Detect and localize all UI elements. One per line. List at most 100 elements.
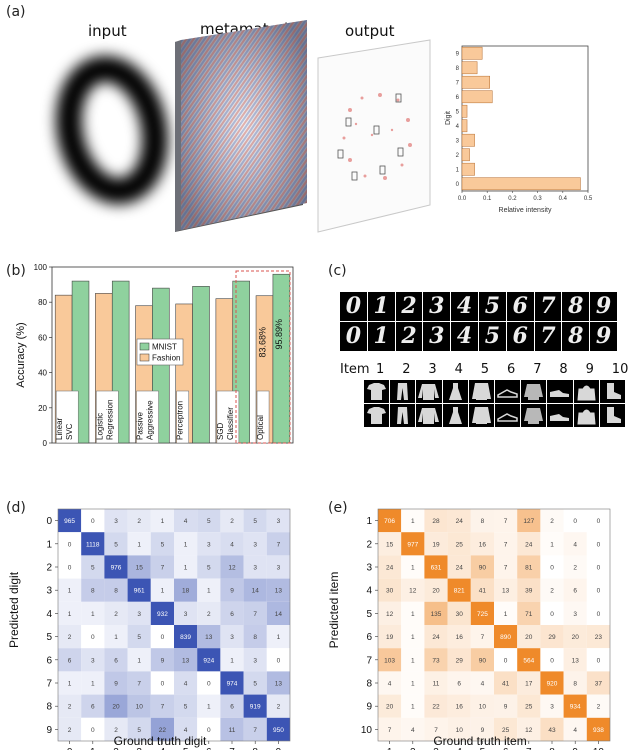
mnist-cm-cell-value: 3 [137, 611, 141, 618]
fashion-cm-cell [586, 717, 610, 741]
fashion-cm-cell [378, 671, 402, 695]
mnist-cm-cell [174, 578, 198, 602]
mnist-cm-cell [104, 648, 128, 672]
fashion-cm-cell-value: 890 [500, 634, 511, 641]
fashion-sample-pullover [416, 380, 442, 403]
mnist-cm-cell-value: 3 [207, 541, 211, 548]
fashion-cm-cell [447, 671, 471, 695]
accuracy-category-label: SGD [216, 422, 225, 440]
fashion-cm-cell-value: 28 [432, 518, 440, 525]
item-number-7: 7 [533, 362, 542, 377]
fashion-cm-cell [586, 625, 610, 649]
fashion-cm-cell [424, 509, 448, 533]
fashion-cm-cell-value: 564 [523, 657, 534, 664]
fashion-cm-ytick: 7 [366, 655, 372, 666]
fashion-cm-cell-value: 8 [573, 681, 577, 688]
fashion-cm-cell-value: 73 [432, 657, 440, 664]
mnist-cm-cell-value: 0 [91, 634, 95, 641]
mnist-cm-cell [127, 578, 151, 602]
fashion-cm-cell-value: 12 [409, 588, 417, 595]
fashion-cm-cell [378, 648, 402, 672]
mnist-cm-cell-value: 3 [114, 518, 118, 525]
mnist-cm-cell [81, 717, 105, 741]
intensity-ytick: 5 [456, 109, 460, 115]
mnist-cm-cell-value: 6 [91, 704, 95, 711]
fashion-sample-shirt [521, 380, 547, 403]
mnist-cm-cell [243, 532, 267, 556]
accuracy-category-box [176, 390, 189, 444]
mnist-cm-cell-value: 14 [252, 588, 260, 595]
mnist-cm-xtick: 4 [160, 747, 166, 750]
fashion-cm-cell [378, 694, 402, 718]
mnist-sample-3: 3 [423, 322, 451, 351]
mnist-sample-0: 0 [340, 292, 367, 321]
fashion-cm-ytick: 4 [366, 586, 372, 597]
mnist-cm-cell-value: 0 [207, 727, 211, 734]
mnist-cm-cell [81, 648, 105, 672]
mnist-cm-cell-value: 22 [159, 727, 167, 734]
mnist-cm-cell-value: 1 [91, 611, 95, 618]
mnist-cm-cell [58, 717, 82, 741]
fashion-cm-ytick: 10 [361, 725, 373, 736]
mnist-cm-cell [174, 671, 198, 695]
fashion-cm-cell-value: 4 [573, 541, 577, 548]
mnist-cm-cell-value: 3 [184, 611, 188, 618]
fashion-sample-bag [573, 380, 599, 403]
fashion-cm-cell-value: 1 [411, 634, 415, 641]
mnist-cm-cell [174, 648, 198, 672]
fashion-cm-cell-value: 1 [411, 518, 415, 525]
item-number-6: 6 [507, 362, 516, 377]
mnist-cm-cell-value: 7 [137, 681, 141, 688]
fashion-cm-cell [378, 601, 402, 625]
mnist-cm-cell [220, 509, 244, 533]
fashion-cm-cell-value: 0 [597, 588, 601, 595]
mnist-cm-cell-value: 1 [207, 704, 211, 711]
fashion-cm-cell [401, 625, 425, 649]
fashion-cm-xlabel: Ground truth item [433, 734, 526, 748]
fashion-cm-xtick: 10 [593, 747, 605, 750]
fashion-cm-cell-value: 7 [388, 727, 392, 734]
fashion-cm-cell [447, 532, 471, 556]
mnist-cm-cell-value: 18 [182, 588, 190, 595]
mnist-cm-cell-value: 950 [273, 727, 284, 734]
fashion-cm-cell [470, 578, 494, 602]
fashion-cm-cell [586, 578, 610, 602]
intensity-xtick: 0.4 [559, 196, 568, 202]
mnist-cm-cell [243, 601, 267, 625]
mnist-cm-cell-value: 2 [68, 727, 72, 734]
fashion-cm-cell [586, 694, 610, 718]
mnist-cm-cell [150, 578, 174, 602]
intensity-xtick: 0.2 [508, 196, 517, 202]
fashion-cm-cell-value: 19 [386, 634, 394, 641]
item-number-8: 8 [559, 362, 568, 377]
fashion-cm-cell [470, 671, 494, 695]
fashion-cm-cell [586, 532, 610, 556]
fashion-cm-cell-value: 631 [431, 565, 442, 572]
mnist-cm-cell-value: 3 [91, 657, 95, 664]
fashion-cm-cell-value: 30 [386, 588, 394, 595]
fashion-cm-xtick: 7 [526, 747, 532, 750]
intensity-ytick: 7 [456, 80, 460, 86]
mnist-cm-cell [220, 578, 244, 602]
mnist-confusion-matrix: 965 0 3 2 1 4 5 2 5 30 1118 5 1 5 1 3 4 3 70 5 976 15 7 1 5 12 3 31… [7, 508, 291, 750]
fashion-cm-cell-value: 19 [432, 541, 440, 548]
fashion-cm-cell [424, 717, 448, 741]
mnist-cm-cell-value: 2 [114, 611, 118, 618]
fashion-sample-sneaker [547, 404, 573, 427]
mnist-cm-cell [150, 694, 174, 718]
mnist-cm-cell [243, 509, 267, 533]
intensity-bar-6 [461, 90, 493, 104]
fashion-cm-cell-value: 24 [456, 565, 464, 572]
fashion-sample-shirt [521, 404, 547, 427]
fashion-cm-cell [470, 555, 494, 579]
intensity-bar-2 [461, 148, 470, 162]
fashion-cm-cell-value: 90 [479, 657, 487, 664]
fashion-cm-cell [401, 648, 425, 672]
fashion-cm-cell [517, 509, 541, 533]
mnist-cm-cell-value: 5 [253, 518, 257, 525]
fashion-cm-cell-value: 0 [550, 611, 554, 618]
mnist-cm-cell-value: 14 [275, 611, 283, 618]
fashion-sample-trouser [390, 404, 416, 427]
mnist-sample-3: 3 [423, 292, 451, 321]
fashion-cm-cell [378, 555, 402, 579]
